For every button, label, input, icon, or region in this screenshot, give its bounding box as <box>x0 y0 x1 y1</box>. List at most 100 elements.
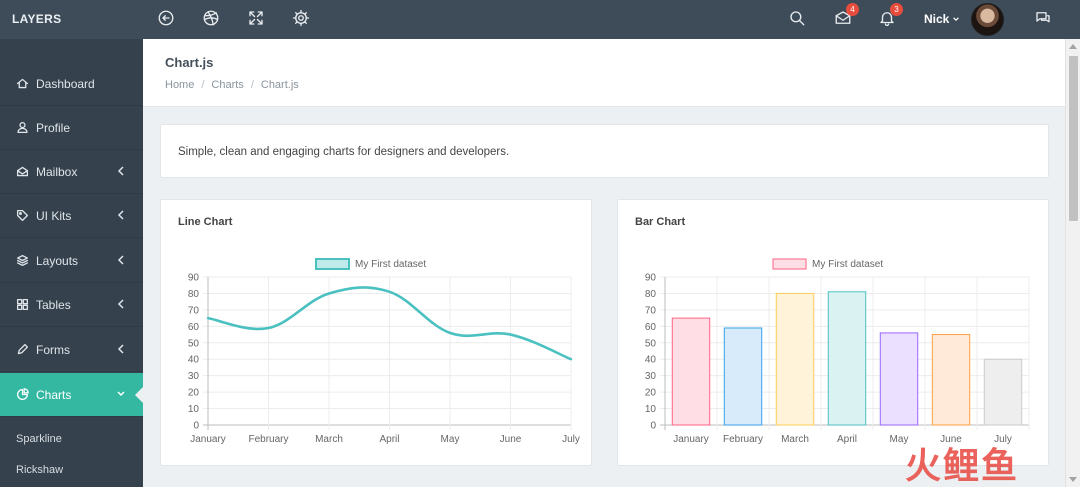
page-scrollbar[interactable] <box>1065 39 1080 487</box>
y-tick-label: 30 <box>645 371 657 382</box>
chart-legend: My First dataset <box>316 259 426 270</box>
chevron-down-icon <box>952 15 960 23</box>
bell-badge: 3 <box>890 3 903 16</box>
sidebar-item-forms[interactable]: Forms <box>0 328 143 372</box>
x-tick-label: February <box>723 434 763 445</box>
legend-swatch <box>773 259 806 269</box>
breadcrumb-home[interactable]: Home <box>165 79 194 91</box>
chevron-down-icon <box>117 388 125 400</box>
bar-june <box>932 335 969 425</box>
y-tick-label: 20 <box>645 388 657 399</box>
bar-february <box>724 328 761 425</box>
sidebar-item-label: Layouts <box>36 254 78 268</box>
y-tick-label: 30 <box>188 371 200 382</box>
line-chart: My First dataset0102030405060708090Janua… <box>161 200 593 467</box>
sidebar-item-mailbox[interactable]: Mailbox <box>0 150 143 194</box>
bar-chart-card: Bar Chart My First dataset01020304050607… <box>617 199 1049 466</box>
chevron-left-icon <box>117 209 125 221</box>
watermark: 火鲤鱼 <box>905 437 1019 487</box>
x-tick-label: July <box>562 434 580 445</box>
scroll-thumb[interactable] <box>1069 56 1078 221</box>
sidebar-subitem-sparkline[interactable]: Sparkline <box>16 433 62 445</box>
y-tick-label: 80 <box>645 289 657 300</box>
x-tick-label: April <box>379 434 399 445</box>
layers-icon <box>15 254 29 268</box>
sidebar: Dashboard Profile Mailbox UI Kits Layout… <box>0 39 143 487</box>
x-tick-label: January <box>190 434 226 445</box>
bar-january <box>672 318 709 425</box>
data-point-february <box>267 327 269 329</box>
gear-icon[interactable] <box>290 7 312 29</box>
user-menu[interactable]: Nick <box>924 12 960 26</box>
y-tick-label: 70 <box>188 305 200 316</box>
sidebar-item-charts[interactable]: Charts <box>0 373 143 417</box>
sidebar-item-layouts[interactable]: Layouts <box>0 239 143 283</box>
y-tick-label: 10 <box>188 404 200 415</box>
fullscreen-icon[interactable] <box>245 7 267 29</box>
x-tick-label: April <box>837 434 857 445</box>
y-tick-label: 50 <box>645 338 657 349</box>
breadcrumb-separator: / <box>251 79 254 91</box>
breadcrumb: Home / Charts / Chart.js <box>165 79 299 91</box>
sidebar-item-profile[interactable]: Profile <box>0 106 143 150</box>
line-chart-card: Line Chart My First dataset0102030405060… <box>160 199 592 466</box>
home-icon <box>15 77 29 91</box>
y-tick-label: 20 <box>188 388 200 399</box>
x-tick-label: June <box>500 434 522 445</box>
scroll-down-icon[interactable] <box>1069 477 1077 482</box>
sidebar-item-dashboard[interactable]: Dashboard <box>0 62 143 106</box>
pie-chart-icon <box>15 388 29 402</box>
bar-april <box>828 292 865 425</box>
page-title: Chart.js <box>165 55 213 70</box>
data-point-may <box>449 332 451 334</box>
brand-logo[interactable]: LAYERS <box>12 12 61 26</box>
dribbble-icon[interactable] <box>200 7 222 29</box>
legend-label: My First dataset <box>355 259 426 270</box>
grid-icon <box>15 298 29 312</box>
chevron-left-icon <box>117 165 125 177</box>
scroll-up-icon[interactable] <box>1069 44 1077 49</box>
sidebar-item-ui-kits[interactable]: UI Kits <box>0 194 143 238</box>
sidebar-item-label: UI Kits <box>36 209 71 223</box>
sidebar-item-label: Profile <box>36 121 70 135</box>
chevron-left-icon <box>117 343 125 355</box>
y-tick-label: 40 <box>188 355 200 366</box>
y-tick-label: 60 <box>188 322 200 333</box>
pencil-icon <box>15 343 29 357</box>
bell-icon[interactable]: 3 <box>876 7 898 29</box>
sidebar-item-label: Tables <box>36 298 71 312</box>
search-icon[interactable] <box>786 7 808 29</box>
chat-icon[interactable] <box>1032 7 1054 29</box>
sidebar-item-label: Forms <box>36 343 70 357</box>
inbox-icon <box>15 165 29 179</box>
avatar[interactable] <box>971 3 1004 36</box>
legend-swatch <box>316 259 349 269</box>
page-header: Chart.js Home / Charts / Chart.js <box>143 39 1065 107</box>
data-point-june <box>509 333 511 335</box>
sidebar-item-label: Mailbox <box>36 165 77 179</box>
y-tick-label: 10 <box>645 404 657 415</box>
bar-chart: My First dataset0102030405060708090Janua… <box>618 200 1050 467</box>
bar-may <box>880 333 917 425</box>
back-circle-icon[interactable] <box>155 7 177 29</box>
sidebar-item-label: Dashboard <box>36 77 95 91</box>
y-tick-label: 70 <box>645 305 657 316</box>
sidebar-item-tables[interactable]: Tables <box>0 283 143 327</box>
breadcrumb-charts[interactable]: Charts <box>211 79 243 91</box>
y-tick-label: 90 <box>188 273 200 284</box>
sidebar-subitem-rickshaw[interactable]: Rickshaw <box>16 464 63 476</box>
data-point-january <box>207 317 209 319</box>
top-navbar: LAYERS 4 3 Nick <box>0 0 1080 39</box>
data-point-march <box>328 292 330 294</box>
breadcrumb-current: Chart.js <box>261 79 299 91</box>
mail-icon[interactable]: 4 <box>832 7 854 29</box>
x-tick-label: May <box>441 434 460 445</box>
intro-card: Simple, clean and engaging charts for de… <box>160 124 1049 178</box>
chevron-left-icon <box>117 254 125 266</box>
y-tick-label: 0 <box>650 421 656 432</box>
x-tick-label: February <box>248 434 288 445</box>
bar-july <box>984 359 1021 425</box>
sidebar-item-label: Charts <box>36 388 71 402</box>
bar-march <box>776 293 813 425</box>
y-tick-label: 50 <box>188 338 200 349</box>
